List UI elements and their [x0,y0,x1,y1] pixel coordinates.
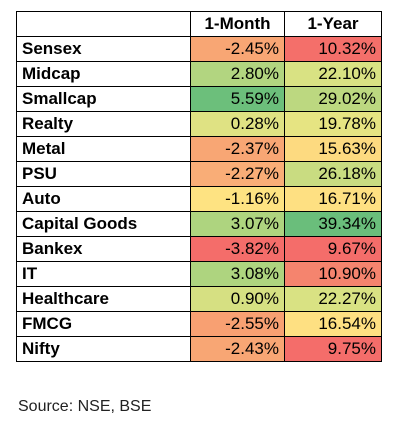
returns-table: 1-Month 1-Year Sensex -2.45% 10.32% Midcap 2… [16,11,382,362]
table-row: FMCG -2.55% 16.54% [16,311,382,337]
one-month-cell: -2.55% [190,311,285,337]
one-year-cell: 22.27% [284,286,382,312]
row-label: Nifty [16,336,191,362]
one-year-cell: 9.75% [284,336,382,362]
one-month-cell: 5.59% [190,86,285,112]
table-row: Smallcap 5.59% 29.02% [16,86,382,112]
table-row: PSU -2.27% 26.18% [16,161,382,187]
one-year-cell: 15.63% [284,136,382,162]
row-label: Sensex [16,36,191,62]
row-label: Bankex [16,236,191,262]
one-month-cell: -1.16% [190,186,285,212]
table-row: Sensex -2.45% 10.32% [16,36,382,62]
row-label: Capital Goods [16,211,191,237]
table-row: Metal -2.37% 15.63% [16,136,382,162]
table-row: Midcap 2.80% 22.10% [16,61,382,87]
one-year-cell: 39.34% [284,211,382,237]
table-row: Auto -1.16% 16.71% [16,186,382,212]
one-year-cell: 10.32% [284,36,382,62]
one-month-cell: 0.28% [190,111,285,137]
row-label: Midcap [16,61,191,87]
table-row: Bankex -3.82% 9.67% [16,236,382,262]
one-month-cell: 0.90% [190,286,285,312]
table-row: Realty 0.28% 19.78% [16,111,382,137]
one-month-cell: -2.45% [190,36,285,62]
table-row: IT 3.08% 10.90% [16,261,382,287]
source-note: Source: NSE, BSE [18,398,152,415]
header-1-year: 1-Year [284,11,382,37]
one-month-cell: 3.07% [190,211,285,237]
table-body: Sensex -2.45% 10.32% Midcap 2.80% 22.10% Small… [16,36,382,362]
one-month-cell: -2.43% [190,336,285,362]
one-year-cell: 26.18% [284,161,382,187]
one-month-cell: 3.08% [190,261,285,287]
header-row: 1-Month 1-Year [16,11,382,37]
one-month-cell: -2.37% [190,136,285,162]
header-corner [16,11,191,37]
one-month-cell: -3.82% [190,236,285,262]
row-label: FMCG [16,311,191,337]
one-month-cell: -2.27% [190,161,285,187]
row-label: PSU [16,161,191,187]
one-year-cell: 16.71% [284,186,382,212]
row-label: IT [16,261,191,287]
header-1-month: 1-Month [190,11,285,37]
one-year-cell: 10.90% [284,261,382,287]
table-row: Nifty -2.43% 9.75% [16,336,382,362]
one-year-cell: 29.02% [284,86,382,112]
table-row: Healthcare 0.90% 22.27% [16,286,382,312]
row-label: Realty [16,111,191,137]
row-label: Healthcare [16,286,191,312]
table-row: Capital Goods 3.07% 39.34% [16,211,382,237]
row-label: Smallcap [16,86,191,112]
row-label: Auto [16,186,191,212]
one-year-cell: 22.10% [284,61,382,87]
one-month-cell: 2.80% [190,61,285,87]
one-year-cell: 16.54% [284,311,382,337]
one-year-cell: 19.78% [284,111,382,137]
row-label: Metal [16,136,191,162]
one-year-cell: 9.67% [284,236,382,262]
